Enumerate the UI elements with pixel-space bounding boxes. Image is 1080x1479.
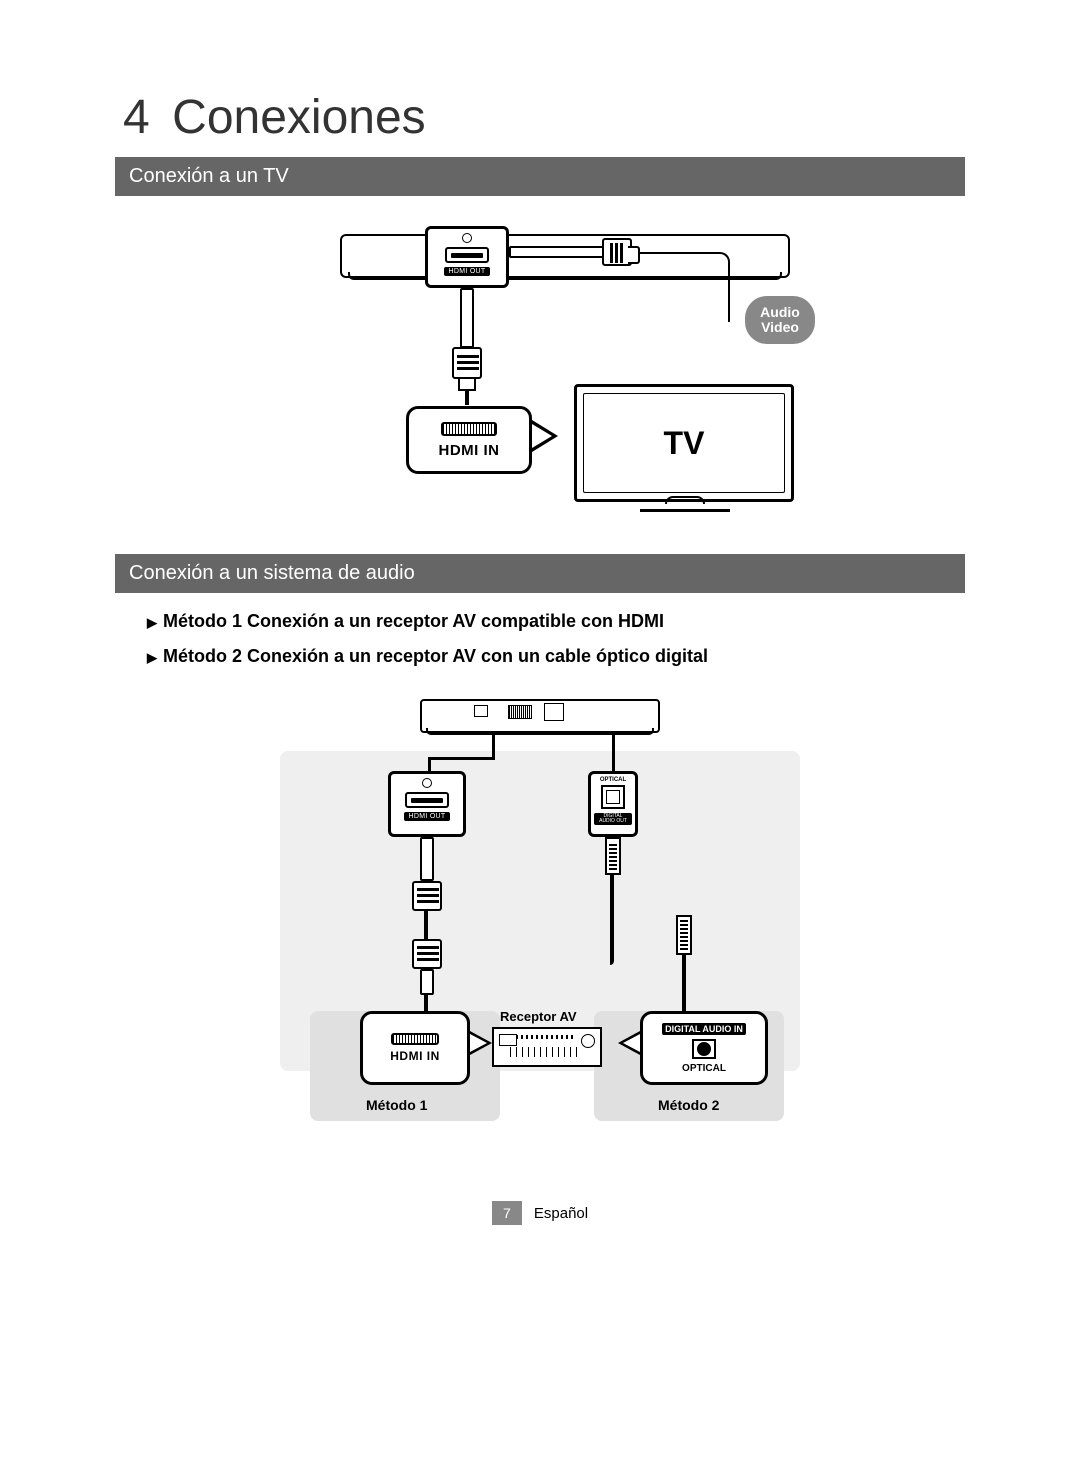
section-header: 4 Conexiones [123,90,965,145]
optical-plug-icon [605,837,621,875]
digital-audio-in-callout: DIGITAL AUDIO IN OPTICAL [640,1011,768,1085]
hdmi-in-callout: HDMI IN [406,406,532,474]
method-1-label: Método 1 [366,1097,427,1113]
page-number: 7 [492,1201,522,1225]
hdmi-cable [509,246,604,258]
subheader-tv: Conexión a un TV [115,157,965,196]
receptor-av-label: Receptor AV [500,1009,577,1024]
hdmi-in-callout: HDMI IN [360,1011,470,1085]
hdmi-in-label: HDMI IN [439,442,500,459]
tv-device: TV [574,384,794,502]
optical-plug-icon [676,915,692,955]
method-2: ▶Método 2 Conexión a un receptor AV con … [147,646,965,667]
audio-label: Audio [760,305,800,320]
tv-label: TV [664,425,705,462]
hdmi-out-port: HDMI OUT [425,226,509,288]
hdmi-plug-icon [602,238,632,266]
audio-video-badge: Audio Video [745,296,815,344]
optical-out-port: OPTICAL DIGITAL AUDIO OUT [588,771,638,837]
optical-label: OPTICAL [682,1063,726,1074]
hdmi-out-label: HDMI OUT [444,267,489,276]
page-footer: 7 Español [115,1201,965,1225]
section-title: Conexiones [172,90,426,145]
video-label: Video [761,320,799,335]
player-device [420,699,660,733]
optical-label: OPTICAL [600,777,626,783]
hdmi-out-port: HDMI OUT [388,771,466,837]
diagram-audio-connection: HDMI OUT OPTICAL DIGITAL AUDIO OUT HDMI … [115,691,965,1141]
hdmi-out-label: HDMI OUT [404,812,449,821]
diagram-tv-connection: HDMI OUT Audio Video HDMI IN TV [115,214,965,514]
language-label: Español [534,1205,588,1222]
digital-audio-out-label: DIGITAL AUDIO OUT [594,813,632,825]
hdmi-plug-icon [412,881,442,911]
subheader-audio: Conexión a un sistema de audio [115,554,965,593]
method-2-label: Método 2 [658,1097,719,1113]
method-list: ▶Método 1 Conexión a un receptor AV comp… [147,611,965,667]
method-1: ▶Método 1 Conexión a un receptor AV comp… [147,611,965,632]
section-number: 4 [123,90,150,145]
hdmi-plug-icon [412,939,442,969]
hdmi-plug-icon [452,347,482,379]
digital-audio-in-label: DIGITAL AUDIO IN [662,1023,746,1035]
hdmi-in-label: HDMI IN [390,1049,440,1063]
